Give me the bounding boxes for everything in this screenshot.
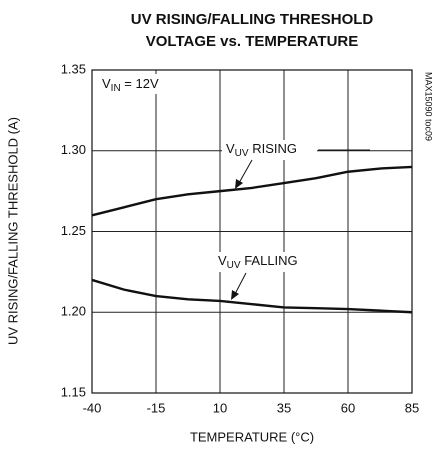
arrow-head	[231, 290, 239, 300]
label-bg	[222, 140, 317, 160]
x-tick-label: 10	[213, 400, 227, 415]
y-tick-label: 1.30	[61, 142, 86, 157]
x-axis-label: TEMPERATURE (°C)	[190, 429, 314, 444]
y-axis-label: UV RISING/FALLING THRESHOLD (A)	[5, 117, 20, 345]
series-line	[91, 278, 413, 314]
x-tick-label: -15	[147, 400, 166, 415]
annotation: VUV FALLING	[218, 253, 298, 270]
chart-title: VOLTAGE vs. TEMPERATURE	[146, 33, 359, 50]
y-tick-label: 1.15	[61, 384, 86, 399]
arrow	[238, 159, 253, 184]
side-note: MAX15090 toc09	[424, 72, 434, 141]
arrow	[234, 272, 247, 295]
x-tick-label: 35	[277, 400, 291, 415]
annotation: VIN = 12V	[102, 76, 159, 93]
arrow-head	[235, 179, 243, 189]
x-tick-label: -40	[83, 400, 102, 415]
y-tick-label: 1.25	[61, 223, 86, 238]
series-line	[91, 165, 413, 217]
label-bg	[214, 252, 318, 272]
label-bg	[98, 74, 174, 94]
plot-area: 1.15 1.20 1.25 1.30 1.35 -40 -15 10 35 60 85	[61, 61, 420, 415]
x-tick-label: 60	[341, 400, 355, 415]
annotation: VUV RISING	[226, 141, 297, 158]
x-tick-label: 85	[405, 400, 419, 415]
y-tick-label: 1.20	[61, 304, 86, 319]
plot-frame	[91, 69, 413, 394]
chart-title: UV RISING/FALLING THRESHOLD	[131, 11, 374, 28]
y-tick-label: 1.35	[61, 61, 86, 76]
